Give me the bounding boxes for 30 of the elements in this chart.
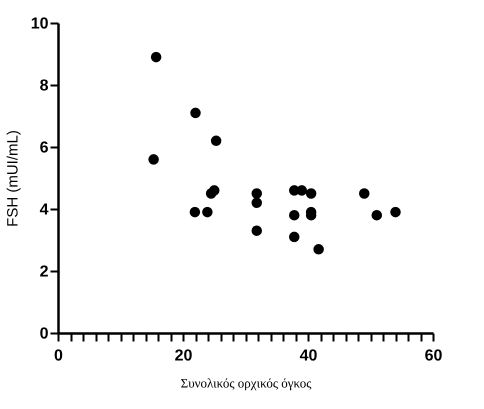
y-tick-label: 2 [40, 264, 49, 280]
point [210, 136, 222, 146]
point [296, 185, 307, 196]
x-tick-label: 60 [424, 348, 442, 364]
point [359, 188, 370, 199]
point [289, 232, 300, 242]
y-tick-label: 10 [30, 16, 49, 32]
point [202, 206, 213, 218]
point [252, 225, 262, 236]
point [148, 154, 159, 165]
point [209, 185, 220, 196]
point [306, 188, 316, 199]
y-tick-label: 8 [40, 78, 49, 94]
point [190, 206, 200, 218]
x-tick-label: 40 [300, 348, 318, 364]
y-tick-label: 4 [40, 202, 49, 218]
y-axis-title: FSH (mUI/mL) [4, 130, 22, 227]
point [252, 198, 262, 208]
point [313, 244, 324, 255]
point [372, 210, 382, 220]
x-axis-title: Συνολικός ορχικός όγκος [180, 376, 312, 390]
point [289, 210, 300, 220]
y-tick-label: 6 [40, 140, 49, 156]
point [190, 108, 201, 118]
y-tick-label: 0 [40, 326, 49, 342]
point [252, 188, 262, 199]
point [150, 52, 162, 62]
x-tick-label: 0 [54, 348, 64, 364]
x-tick-label: 20 [174, 348, 192, 364]
point [390, 206, 401, 218]
